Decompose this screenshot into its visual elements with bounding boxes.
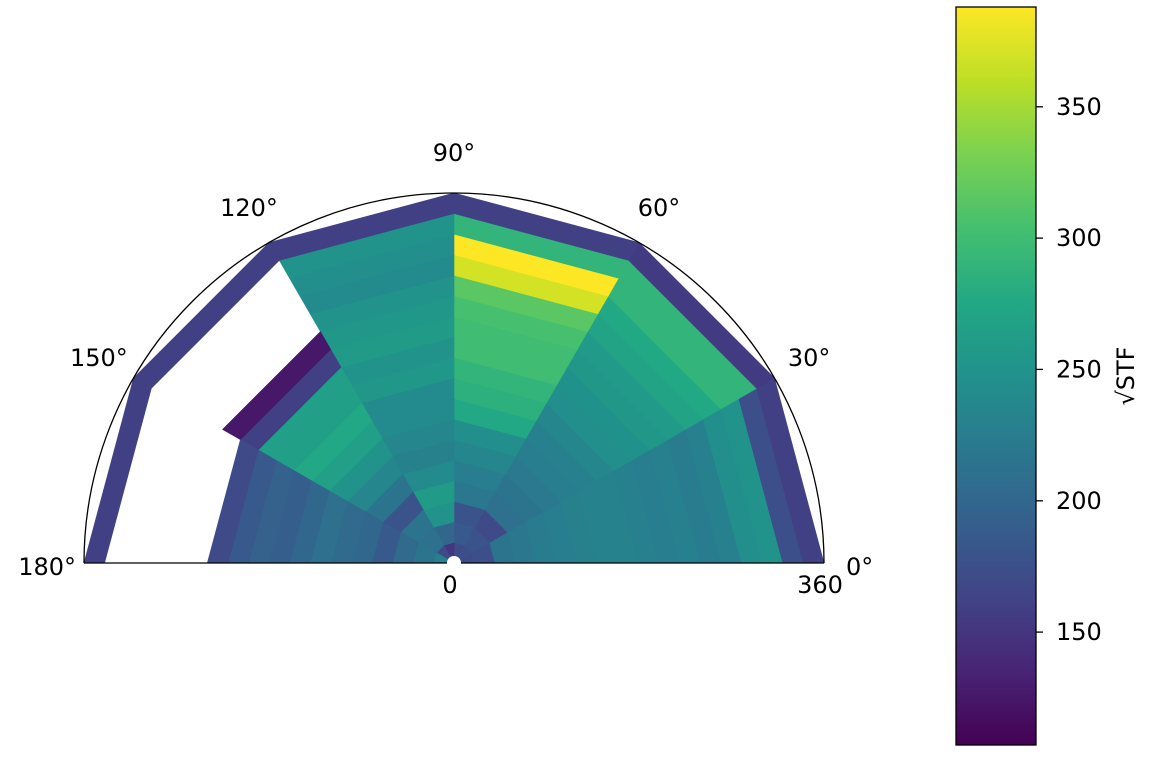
colorbar-tick-label: 250 [1056,355,1102,383]
angle-tick-label: 0° [846,553,873,581]
colorbar-tick-label: 200 [1056,487,1102,515]
polar-plot-area: 0° 30° 60° 90° 120° 150° 180° 0 360 [18,139,873,599]
angle-tick-label: 150° [70,344,128,372]
angle-tick-label: 30° [788,344,831,372]
colorbar-gradient [955,6,1037,746]
heatmap-cells [83,192,825,565]
heatmap-cell [83,377,152,564]
origin-marker [447,556,461,570]
polar-frame-arc [83,192,825,564]
colorbar-label: √STF [1112,347,1140,406]
colorbar: 150 200 250 300 350 √STF [955,6,1140,746]
radial-tick-label: 0 [442,571,457,599]
colorbar-tick-label: 150 [1056,618,1102,646]
angle-tick-label: 120° [220,194,278,222]
angle-tick-label: 90° [433,139,476,167]
angle-tick-labels: 0° 30° 60° 90° 120° 150° 180° [18,139,873,581]
colorbar-ticks: 150 200 250 300 350 [1036,93,1102,646]
angle-tick-label: 60° [638,194,681,222]
colorbar-tick-label: 350 [1056,93,1102,121]
heatmap-cell [133,242,280,389]
angle-tick-label: 180° [18,553,76,581]
radial-tick-label: 360 [797,571,843,599]
colorbar-tick-label: 300 [1056,224,1102,252]
radial-tick-labels: 0 360 [442,571,843,599]
heatmap-cell [222,331,332,441]
